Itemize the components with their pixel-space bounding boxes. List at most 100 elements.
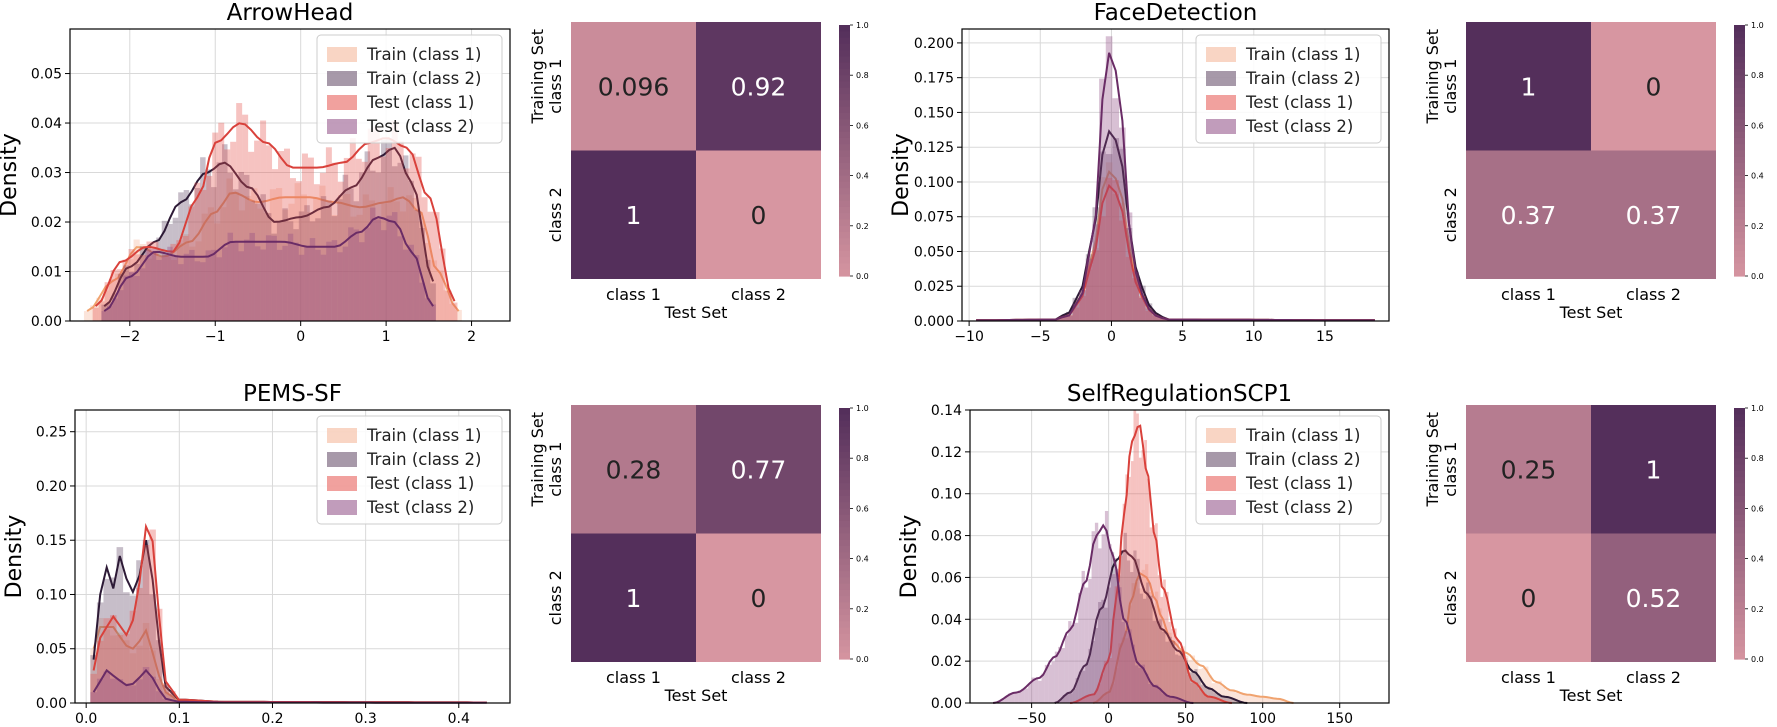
hist-bar: [1132, 278, 1139, 321]
hist-bar: [176, 243, 184, 321]
colorbar-step: [1734, 81, 1745, 89]
hist-bar: [222, 144, 228, 321]
legend-label: Test (class 2): [366, 117, 474, 136]
x-tick-label: 100: [1249, 711, 1276, 727]
legend-label: Train (class 1): [1245, 426, 1360, 445]
colorbar-tick-label: 1.0: [1751, 21, 1764, 30]
colorbar-step: [839, 577, 850, 585]
hist-bar: [1165, 641, 1169, 703]
hist-bar: [170, 243, 177, 321]
x-category-label: class 2: [731, 285, 786, 304]
colorbar-step: [839, 445, 850, 453]
colorbar-step: [1734, 640, 1745, 648]
hist-bar: [1168, 621, 1172, 703]
hist-bar: [1175, 654, 1179, 703]
cell-value-label: 0.92: [731, 72, 787, 101]
colorbar-step: [1734, 470, 1745, 478]
hist-bar: [381, 230, 387, 321]
kde-line: [1069, 424, 1232, 704]
hist-bar: [1065, 316, 1073, 321]
hist-bar: [1062, 695, 1066, 703]
hist-bar: [123, 640, 130, 703]
hist-bar: [1145, 308, 1153, 321]
hist-bar: [1141, 664, 1145, 703]
hist-bar: [397, 236, 403, 321]
hist-bar: [136, 645, 143, 703]
y-tick-label: 0.100: [914, 175, 954, 191]
hist-bar: [1072, 302, 1080, 321]
x-tick-label: 0.2: [261, 711, 283, 727]
hist-bar: [263, 212, 270, 321]
hist-bar: [1231, 689, 1236, 703]
colorbar-step: [1734, 414, 1745, 422]
colorbar-step: [1734, 577, 1745, 585]
hist-bar: [1184, 658, 1188, 703]
hist-bar: [1131, 644, 1135, 703]
hist-bar: [443, 290, 450, 321]
hist-bar: [1165, 591, 1169, 703]
hist-bar: [1014, 693, 1019, 703]
heatmap-cell: [571, 150, 696, 279]
hist-bar: [1044, 664, 1049, 703]
colorbar-step: [839, 94, 850, 101]
hist-bar: [1168, 632, 1172, 703]
hist-bar: [284, 148, 290, 321]
colorbar-step: [839, 514, 850, 522]
hist-bar: [337, 181, 344, 321]
hist-bar: [1164, 633, 1169, 703]
colorbar-step: [1734, 238, 1745, 246]
hist-bar: [1011, 693, 1015, 703]
hist-bar: [1138, 297, 1146, 321]
hist-bar: [1079, 290, 1086, 321]
cell-value-label: 0.28: [606, 455, 662, 484]
colorbar-step: [1734, 439, 1745, 447]
hist-bar: [110, 635, 117, 703]
x-tick-label: 0.1: [168, 711, 190, 727]
y-tick-label: 0.20: [36, 479, 67, 495]
y-axis-label: Training Set: [528, 29, 547, 125]
hist-bar: [1084, 587, 1089, 703]
hist-bar: [168, 693, 176, 703]
colorbar-step: [839, 125, 850, 133]
hist-bar: [110, 270, 117, 321]
hist-bar: [402, 249, 409, 321]
colorbar-step: [839, 163, 850, 170]
hist-bar: [1092, 250, 1100, 321]
hist-bar: [1228, 689, 1232, 703]
colorbar-step: [1734, 583, 1745, 591]
hist-bar: [415, 156, 422, 321]
hist-bar: [1200, 691, 1204, 703]
x-category-label: class 2: [731, 668, 786, 687]
colorbar-step: [1734, 31, 1745, 39]
hist-bar: [1108, 544, 1112, 703]
hist-bar: [1114, 558, 1118, 703]
hist-bar: [1059, 699, 1063, 703]
hist-bar: [233, 189, 239, 321]
hist-bar: [207, 207, 215, 321]
colorbar-step: [1734, 163, 1745, 170]
hist-bar: [1120, 549, 1124, 703]
colorbar-step: [839, 37, 850, 45]
hist-bar: [1059, 317, 1066, 321]
hist-bar: [1132, 277, 1139, 321]
colorbar-step: [839, 646, 850, 654]
hist-bar: [381, 140, 387, 321]
hist-bar: [117, 290, 124, 321]
legend-label: Test (class 2): [366, 498, 474, 517]
colorbar-tick-label: 0.6: [1751, 121, 1764, 130]
hist-bar: [1034, 678, 1039, 703]
kde-line: [86, 191, 460, 312]
hist-bar: [1181, 700, 1186, 703]
x-tick-label: 2: [467, 329, 476, 345]
hist-bar: [1171, 697, 1176, 703]
colorbar-step: [839, 533, 850, 541]
hist-bar: [123, 275, 129, 321]
hist-bar: [409, 153, 416, 321]
hist-bar: [290, 178, 296, 321]
hist-bar: [1091, 640, 1095, 703]
hist-bar: [1065, 314, 1073, 321]
hist-bar: [271, 235, 277, 321]
colorbar-step: [839, 169, 850, 177]
colorbar-step: [839, 552, 850, 560]
hist-bar: [1182, 650, 1185, 703]
